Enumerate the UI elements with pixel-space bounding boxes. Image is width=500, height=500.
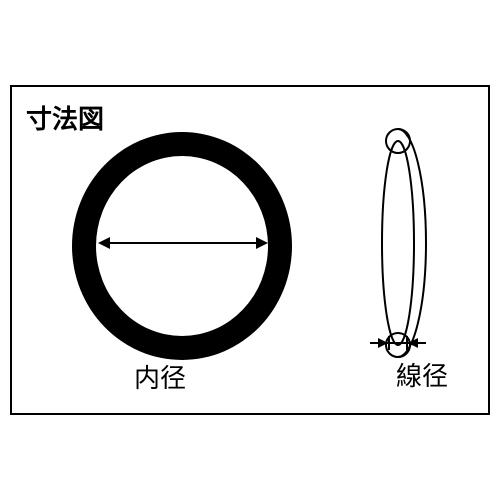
diagram-frame: 寸法図 内径 線径 [10, 85, 490, 415]
side-view-svg [368, 127, 428, 359]
diagram-title: 寸法図 [26, 99, 104, 136]
inner-diameter-dimension-line [100, 242, 266, 244]
wire-diameter-label: 線径 [396, 356, 448, 393]
oring-side-view [368, 127, 428, 359]
wire-dim-line [370, 342, 426, 344]
side-outer-arc [398, 129, 426, 357]
side-inner-ellipse [382, 141, 414, 345]
wire-dim-tick-right [406, 336, 408, 350]
wire-dim-tick-left [388, 336, 390, 350]
wire-diameter-dimension [370, 333, 426, 353]
inner-diameter-label-wrap: 内径 [134, 358, 186, 395]
inner-diameter-label: 内径 [134, 358, 186, 395]
